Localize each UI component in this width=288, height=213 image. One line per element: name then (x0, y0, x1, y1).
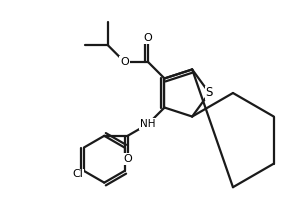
Text: O: O (120, 57, 129, 67)
Text: O: O (123, 154, 132, 164)
Text: S: S (206, 86, 213, 99)
Text: Cl: Cl (73, 169, 83, 179)
Text: NH: NH (140, 119, 156, 129)
Text: O: O (143, 33, 152, 43)
